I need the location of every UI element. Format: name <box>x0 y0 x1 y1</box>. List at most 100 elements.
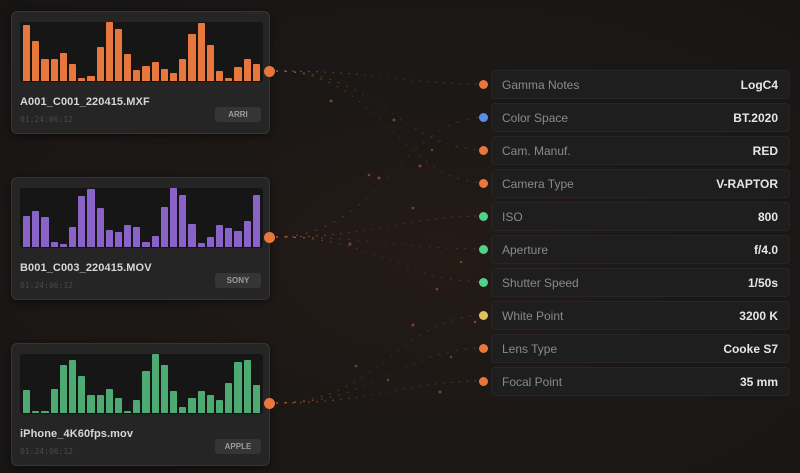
waveform-bar <box>225 78 233 81</box>
meta-row-cam-manuf[interactable]: Cam. Manuf. RED <box>479 136 790 165</box>
waveform-bar <box>78 78 86 81</box>
waveform-bar <box>188 33 196 81</box>
waveform-bar <box>197 391 205 413</box>
meta-row-shutter-speed[interactable]: Shutter Speed 1/50s <box>479 268 790 297</box>
waveform-bar <box>124 53 132 81</box>
input-port-dot[interactable] <box>479 80 488 89</box>
waveform-bar <box>142 370 150 413</box>
waveform-bar <box>41 58 49 81</box>
waveform-bar <box>133 69 141 81</box>
waveform-bar <box>124 411 132 413</box>
waveform-bar <box>151 354 159 413</box>
meta-row-iso[interactable]: ISO 800 <box>479 202 790 231</box>
meta-row-gamma-notes[interactable]: Gamma Notes LogC4 <box>479 70 790 99</box>
waveform-bar <box>179 59 187 81</box>
meta-value: f/4.0 <box>753 242 778 257</box>
waveform-bar <box>215 70 224 81</box>
clip-card-apple[interactable]: iPhone_4K60fps.mov 01:24:06:12 APPLE <box>11 343 275 466</box>
waveform-bar <box>142 242 150 247</box>
meta-value: LogC4 <box>740 77 778 92</box>
meta-label: Focal Point <box>502 374 563 389</box>
waveform-bar <box>124 225 132 247</box>
clip-card-sony[interactable]: B001_C003_220415.MOV 01:24:06:12 SONY <box>11 177 275 300</box>
waveform-bar <box>114 232 123 247</box>
waveform-bar <box>160 364 168 413</box>
waveform-bar <box>32 40 40 81</box>
meta-value: V-RAPTOR <box>716 176 778 191</box>
camera-brand-badge: APPLE <box>215 439 261 454</box>
waveform-bar <box>234 361 242 413</box>
waveform-bar <box>41 410 49 413</box>
input-port-dot[interactable] <box>479 113 488 122</box>
waveform-bar <box>105 22 113 81</box>
clip-card-arri[interactable]: A001_C001_220415.MXF 01:24:06:12 ARRI <box>11 11 275 134</box>
waveform-bar <box>170 73 178 81</box>
waveform-bar <box>87 394 95 413</box>
meta-value: 1/50s <box>747 275 778 290</box>
meta-label: Cam. Manuf. <box>502 143 571 158</box>
waveform-bar <box>215 224 224 247</box>
waveform-bar <box>197 243 205 247</box>
waveform-bar <box>105 389 113 413</box>
waveform-bar <box>50 59 58 81</box>
meta-row-color-space[interactable]: Color Space BT.2020 <box>479 103 790 132</box>
waveform-bar <box>252 195 260 247</box>
waveform-bar <box>188 398 196 413</box>
input-port-dot[interactable] <box>479 278 488 287</box>
input-port-dot[interactable] <box>479 344 488 353</box>
waveform-bar <box>133 400 141 413</box>
waveform-bar <box>32 410 40 413</box>
meta-row-white-point[interactable]: White Point 3200 K <box>479 301 790 330</box>
clip-timecode: 01:24:06:12 <box>20 281 73 290</box>
waveform-bar <box>151 61 159 81</box>
waveform-bar <box>59 364 67 413</box>
input-port-dot[interactable] <box>479 311 488 320</box>
input-port-dot[interactable] <box>479 212 488 221</box>
waveform-bar <box>142 66 150 81</box>
waveform-bar <box>252 64 260 81</box>
input-port-dot[interactable] <box>479 179 488 188</box>
waveform-bar <box>225 227 233 247</box>
clip-filename: A001_C001_220415.MXF <box>20 96 150 108</box>
waveform-bar <box>41 216 49 247</box>
waveform-bar <box>197 23 205 81</box>
waveform-bar <box>78 376 86 413</box>
meta-label: Aperture <box>502 242 549 257</box>
waveform-bar <box>225 382 233 413</box>
waveform-bar <box>206 45 214 81</box>
waveform-bar <box>243 221 251 247</box>
waveform-bar <box>96 208 104 247</box>
input-port-dot[interactable] <box>479 245 488 254</box>
output-port-dot[interactable] <box>264 66 275 77</box>
waveform-chart <box>20 188 263 248</box>
output-port-dot[interactable] <box>264 398 275 409</box>
meta-row-lens-type[interactable]: Lens Type Cooke S7 <box>479 334 790 363</box>
clip-filename: B001_C003_220415.MOV <box>20 262 152 274</box>
waveform-bar <box>206 236 214 247</box>
meta-row-camera-type[interactable]: Camera Type V-RAPTOR <box>479 169 790 198</box>
meta-label: Shutter Speed <box>502 275 579 290</box>
waveform-bar <box>160 68 168 81</box>
input-port-dot[interactable] <box>479 146 488 155</box>
meta-label: ISO <box>502 209 523 224</box>
waveform-bar <box>32 211 40 247</box>
waveform-bar <box>50 242 58 247</box>
waveform-bar <box>96 46 104 81</box>
waveform-bar <box>87 188 95 247</box>
waveform-bar <box>215 400 224 413</box>
output-port-dot[interactable] <box>264 232 275 243</box>
input-port-dot[interactable] <box>479 377 488 386</box>
meta-label: Color Space <box>502 110 569 125</box>
clip-filename: iPhone_4K60fps.mov <box>20 428 134 440</box>
meta-value: Cooke S7 <box>723 341 778 356</box>
waveform-bar <box>87 75 95 81</box>
waveform-bar <box>151 235 159 247</box>
meta-row-focal-point[interactable]: Focal Point 35 mm <box>479 367 790 396</box>
meta-row-aperture[interactable]: Aperture f/4.0 <box>479 235 790 264</box>
waveform-bar <box>114 397 123 413</box>
waveform-bar <box>170 391 178 413</box>
meta-value: BT.2020 <box>733 110 778 125</box>
waveform-bar <box>59 53 67 81</box>
meta-label: Gamma Notes <box>502 77 580 92</box>
